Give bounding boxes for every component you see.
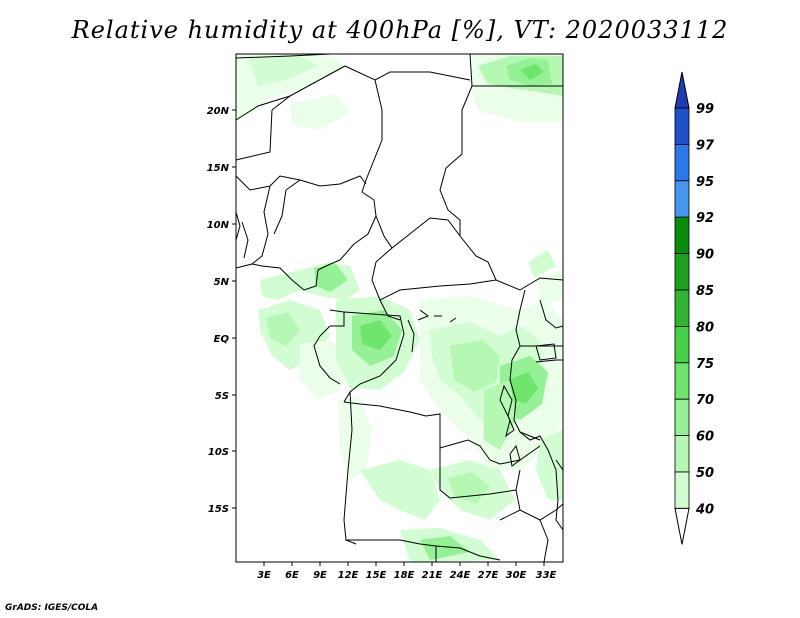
colorbar-segment (674, 325, 690, 364)
colorbar-label: 40 (695, 502, 714, 517)
grads-credit: GrADS: IGES/COLA (5, 603, 99, 613)
colorbar-label: 75 (696, 357, 714, 372)
lat-label: 15S (208, 504, 229, 515)
colorbar-top-arrow (674, 71, 690, 109)
colorbar-segment (674, 216, 690, 254)
lon-label: 6E (285, 570, 299, 581)
colorbar-label: 90 (696, 248, 714, 263)
lat-label: 15N (207, 163, 230, 174)
lon-label: 9E (313, 570, 327, 581)
colorbar-segment (674, 471, 690, 509)
lat-label: 20N (207, 106, 230, 117)
colorbar-segment (674, 398, 690, 437)
colorbar-segment (674, 435, 690, 473)
colorbar-label: 92 (696, 211, 714, 226)
lon-label: 33E (536, 570, 557, 581)
lon-label: 18E (394, 570, 415, 581)
colorbar-segment (674, 180, 690, 218)
colorbar-label: 60 (696, 430, 714, 445)
colorbar-bottom-arrow (674, 507, 690, 545)
colorbar-label: 70 (696, 393, 714, 408)
colorbar-segment (674, 289, 690, 327)
colorbar-label: 97 (696, 138, 715, 153)
colorbar-label: 95 (696, 175, 714, 190)
colorbar-segment (674, 362, 690, 400)
colorbar-segment (674, 253, 690, 291)
lat-label: EQ (214, 334, 230, 345)
lat-label: 10S (208, 447, 229, 458)
colorbar-label: 50 (696, 466, 714, 481)
lat-label: 5S (215, 391, 229, 402)
map-title: Relative humidity at 400hPa [%], VT: 202… (71, 16, 729, 44)
lon-label: 12E (338, 570, 359, 581)
colorbar-segment (674, 107, 690, 145)
colorbar-label: 99 (696, 102, 714, 117)
lon-label: 27E (478, 570, 499, 581)
colorbar-label: 85 (696, 284, 714, 299)
lon-label: 15E (366, 570, 387, 581)
lon-label: 24E (450, 570, 471, 581)
lat-label: 5N (214, 277, 230, 288)
lon-label: 30E (506, 570, 527, 581)
colorbar-segment (674, 143, 690, 182)
colorbar-label: 80 (696, 320, 714, 335)
lon-label: 3E (257, 570, 271, 581)
lon-label: 21E (422, 570, 443, 581)
lat-labels: 20N 15N 10N 5N EQ 5S 10S 15S (207, 106, 230, 515)
lon-ticks (263, 562, 545, 566)
lat-label: 10N (207, 220, 230, 231)
country-borders (235, 53, 564, 563)
colorbar: 99 97 95 92 90 85 80 75 70 60 50 40 (674, 71, 715, 545)
lat-ticks (232, 109, 236, 509)
lon-labels: 3E 6E 9E 12E 15E 18E 21E 24E 27E 30E 33E (257, 570, 556, 581)
map-frame (235, 53, 564, 563)
